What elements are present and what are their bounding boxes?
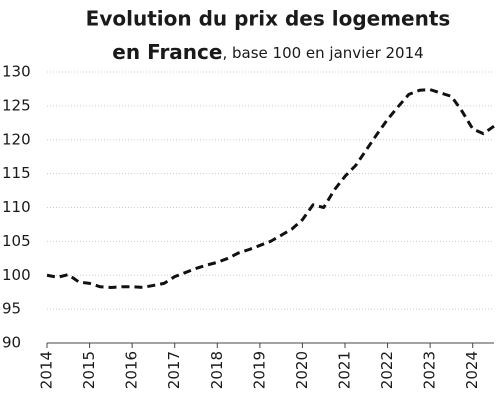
y-tick-label: 105 xyxy=(2,232,31,250)
y-tick-label: 125 xyxy=(2,96,31,114)
y-tick-label: 115 xyxy=(2,164,31,182)
chart-title: en France xyxy=(112,40,222,64)
y-tick-label: 95 xyxy=(2,300,21,318)
x-tick-label: 2021 xyxy=(336,351,354,389)
x-tick-label: 2016 xyxy=(123,351,141,389)
x-tick-label: 2022 xyxy=(378,351,396,389)
x-tick-label: 2017 xyxy=(165,351,183,389)
y-tick-label: 110 xyxy=(2,198,31,216)
chart-title-line: en France, base 100 en janvier 2014 xyxy=(112,40,423,64)
y-tick-label: 120 xyxy=(2,130,31,148)
chart-subtitle: , base 100 en janvier 2014 xyxy=(222,44,423,62)
y-tick-label: 130 xyxy=(2,63,31,81)
x-tick-label: 2014 xyxy=(38,351,56,389)
line xyxy=(46,88,495,289)
y-tick-label: 90 xyxy=(2,334,21,352)
x-tick-label: 2015 xyxy=(80,351,98,389)
x-tick-label: 2018 xyxy=(208,351,226,389)
y-tick-label: 100 xyxy=(2,266,31,284)
x-tick-label: 2024 xyxy=(463,351,481,389)
x-tick-label: 2023 xyxy=(421,351,439,389)
chart-title: Evolution du prix des logements xyxy=(86,7,451,31)
x-tick-label: 2019 xyxy=(250,351,268,389)
x-tick-label: 2020 xyxy=(293,351,311,389)
